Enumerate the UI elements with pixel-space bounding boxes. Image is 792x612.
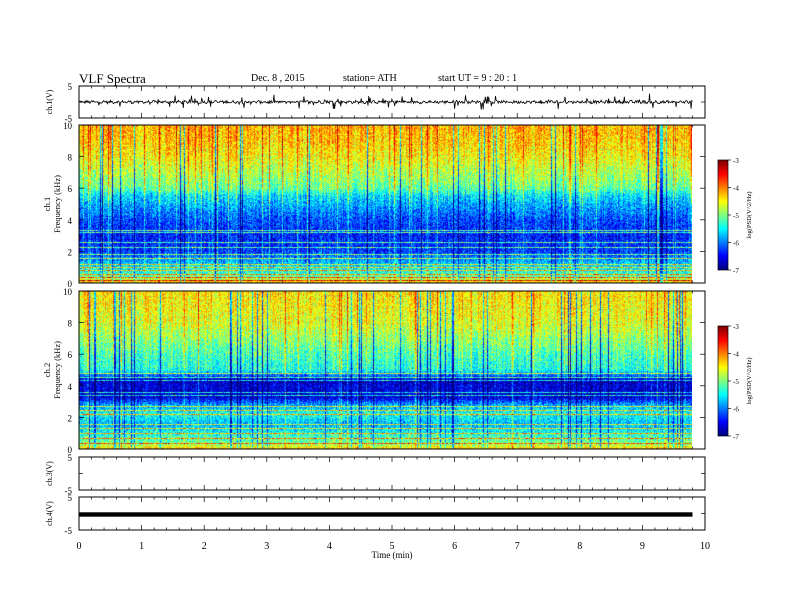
date-label: Dec. 8 , 2015 [251, 73, 305, 84]
figure-title: VLF Spectra [79, 71, 146, 86]
y-axis-label: ch.1 Frequency (kHz) [42, 175, 62, 233]
x-tick-label: 9 [640, 541, 645, 552]
colorbar-tick-label: -3 [733, 157, 739, 165]
channel-label: ch.1 [42, 197, 52, 211]
y-tick-label: -5 [65, 114, 73, 124]
colorbar-tick-label: -6 [733, 240, 739, 248]
y-tick-label: 10 [63, 287, 73, 297]
x-axis-label: Time (min) [372, 550, 413, 560]
y-tick-label: 0 [68, 445, 73, 455]
series-line [78, 93, 693, 110]
x-tick-label: 2 [202, 541, 207, 552]
x-tick-label: 7 [515, 541, 520, 552]
colorbar-label: log(PSD(V^2/Hz) [746, 191, 753, 238]
colorbar-tick-label: -4 [733, 185, 739, 193]
series-line [79, 512, 693, 517]
x-tick-label: 1 [139, 541, 144, 552]
x-tick-label: 10 [700, 541, 710, 552]
y-tick-label: -5 [65, 486, 73, 496]
y-tick-label: 6 [68, 350, 73, 360]
y-tick-label: 2 [68, 247, 73, 257]
colorbar-tick-label: -7 [733, 267, 739, 275]
x-tick-label: 3 [264, 541, 269, 552]
colorbar-tick-label: -5 [733, 212, 739, 220]
colorbar-tick-label: -5 [733, 378, 739, 386]
y-tick-label: 4 [68, 382, 73, 392]
y-tick-label: 0 [68, 279, 73, 289]
station-label: station= ATH [343, 73, 397, 84]
y-axis-label: ch.4(V) [45, 501, 54, 526]
y-axis-label: ch.3(V) [45, 461, 54, 486]
spectrogram-ch.1 [79, 125, 692, 283]
y-tick-label: 8 [68, 153, 73, 163]
y-tick-label: 4 [68, 216, 73, 226]
channel-label: ch.2 [42, 363, 52, 377]
colorbar-tick-label: -6 [733, 406, 739, 414]
start-time-label: start UT = 9 : 20 : 1 [438, 73, 518, 84]
y-tick-label: -5 [65, 526, 73, 536]
panel-frame-ch.1 [78, 124, 706, 284]
x-tick-label: 6 [452, 541, 457, 552]
y-axis-label: ch.1(V) [45, 89, 54, 114]
x-tick-label: 5 [390, 541, 395, 552]
colorbar-tick-label: -4 [733, 351, 739, 359]
x-tick-label: 8 [577, 541, 582, 552]
y-tick-label: 10 [63, 121, 73, 131]
colorbar [718, 160, 728, 270]
x-tick-label: 4 [327, 541, 332, 552]
y-tick-label: 8 [68, 319, 73, 329]
colorbar-tick-label: -3 [733, 323, 739, 331]
y-tick-label: 2 [68, 413, 73, 423]
frequency-axis-label: Frequency (kHz) [52, 341, 62, 399]
colorbar-tick-label: -7 [733, 433, 739, 441]
y-tick-label: 5 [68, 453, 73, 463]
spectrogram-ch.2 [79, 291, 692, 449]
colorbar-label: log(PSD(V^2/Hz) [746, 357, 753, 404]
colorbar [718, 326, 728, 436]
y-tick-label: 6 [68, 184, 73, 194]
frequency-axis-label: Frequency (kHz) [52, 175, 62, 233]
y-tick-label: 5 [68, 82, 73, 92]
y-tick-label: 5 [68, 493, 73, 503]
y-axis-label: ch.2 Frequency (kHz) [42, 341, 62, 399]
x-tick-label: 0 [77, 541, 82, 552]
panel-frame-ch.2 [78, 290, 706, 450]
